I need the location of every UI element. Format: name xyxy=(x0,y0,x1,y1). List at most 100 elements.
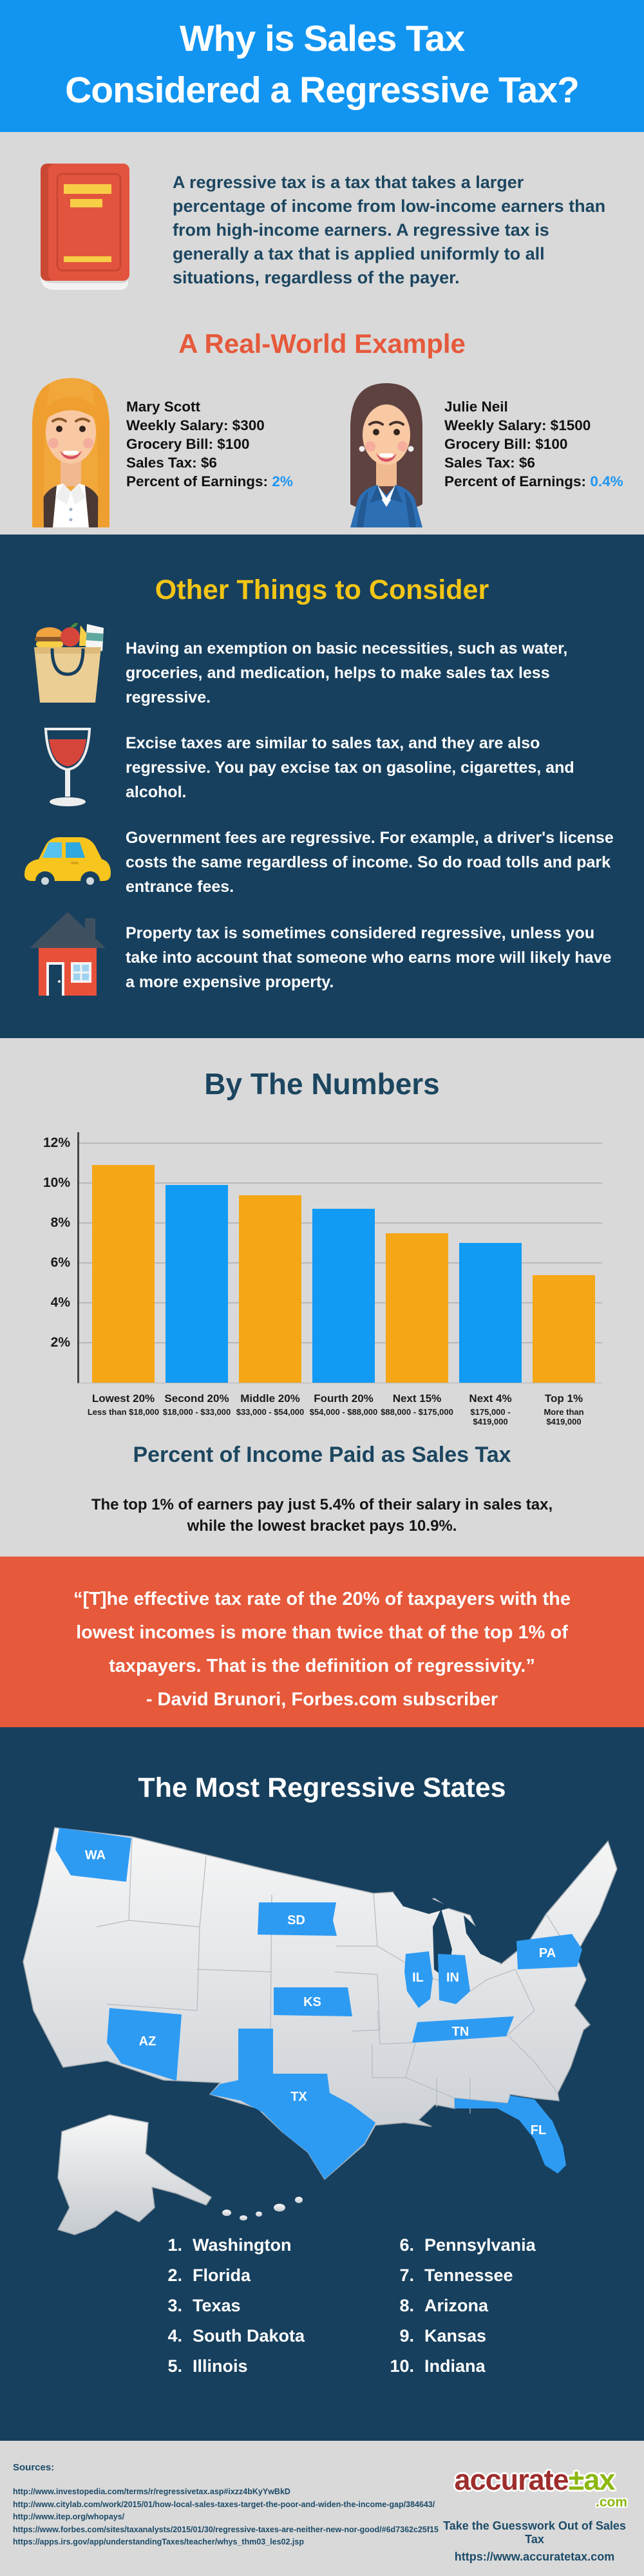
category-name: Middle 20% xyxy=(240,1392,300,1405)
state-rank: 1. xyxy=(167,2235,182,2255)
category-name: Top 1% xyxy=(544,1392,583,1405)
islands xyxy=(222,2197,303,2221)
state-label-in: IN xyxy=(446,1971,459,1985)
state-name: Tennessee xyxy=(424,2266,513,2285)
bar-next-4- xyxy=(459,1243,522,1383)
y-axis-tick-label: 8% xyxy=(50,1215,70,1230)
state-rank: 3. xyxy=(167,2296,182,2315)
state-rank: 6. xyxy=(399,2235,414,2255)
category-income-range: $175,000 - $419,000 xyxy=(470,1407,511,1426)
list-item: 9. Kansas xyxy=(383,2327,609,2345)
category-income-range: Less than $18,000 xyxy=(87,1407,160,1417)
state-arizona xyxy=(107,2008,182,2081)
x-axis-category-label: Lowest 20% Less than $18,000 xyxy=(86,1392,160,1417)
percent-value: 0.4% xyxy=(590,473,623,489)
bar-next-15- xyxy=(386,1233,448,1383)
consider-item-text: Having an exemption on basic necessities… xyxy=(126,639,568,706)
state-label-sd: SD xyxy=(287,1913,305,1927)
category-income-range: $54,000 - $88,000 xyxy=(309,1407,378,1417)
person-grocery: Grocery Bill: $100 xyxy=(444,436,568,452)
state-rank: 2. xyxy=(167,2266,182,2285)
category-income-range: $18,000 - $33,000 xyxy=(162,1407,231,1417)
julie-avatar xyxy=(340,365,433,531)
gridline xyxy=(79,1142,602,1144)
state-name: South Dakota xyxy=(193,2326,305,2345)
percent-label: Percent of Earnings: xyxy=(126,473,269,489)
highlighted-states xyxy=(55,1828,582,2179)
us-map: WA SD PA IL IN KS AZ TX TN FL xyxy=(23,1827,618,2235)
source-url: https://apps.irs.gov/app/understandingTa… xyxy=(13,2537,304,2546)
percent-label: Percent of Earnings: xyxy=(444,473,587,489)
x-axis-category-label: Next 15% $88,000 - $175,000 xyxy=(380,1392,454,1417)
state-rank: 7. xyxy=(399,2266,414,2285)
source-url: http://www.itep.org/whopays/ xyxy=(13,2512,125,2521)
state-label-wa: WA xyxy=(85,1848,106,1862)
x-axis-category-label: Top 1% More than $419,000 xyxy=(527,1392,601,1426)
state-indiana xyxy=(438,1954,470,2004)
person-name: Mary Scott xyxy=(126,399,201,415)
state-borders xyxy=(96,1836,573,2114)
bar-lowest-20- xyxy=(92,1165,155,1383)
states-heading: The Most Regressive States xyxy=(138,1772,506,1803)
quote-section: “[T]he effective tax rate of the 20% of … xyxy=(0,1557,644,1727)
state-rank: 10. xyxy=(390,2356,414,2376)
state-name: Texas xyxy=(193,2296,241,2315)
logo-wordmark: accurate±ax xyxy=(433,2465,636,2495)
state-label-il: IL xyxy=(412,1971,424,1985)
state-name: Arizona xyxy=(424,2296,489,2315)
consider-section: Other Things to Consider Having an exemp… xyxy=(0,535,644,1038)
chart-caption: The top 1% of earners pay just 5.4% of t… xyxy=(0,1494,644,1537)
list-item: 2. Florida xyxy=(151,2266,364,2284)
state-illinois xyxy=(404,1951,433,2008)
x-axis-category-label: Middle 20% $33,000 - $54,000 xyxy=(233,1392,307,1417)
footer-section: Sources: http://www.investopedia.com/ter… xyxy=(0,2441,644,2576)
percent-value: 2% xyxy=(272,473,293,489)
accuratetax-logo: accurate±ax .com Take the Guesswork Out … xyxy=(433,2465,636,2564)
state-south-dakota xyxy=(258,1902,337,1936)
y-axis-tick-label: 12% xyxy=(43,1135,70,1150)
chart-subtitle: Percent of Income Paid as Sales Tax xyxy=(133,1443,511,1467)
wine-glass-icon xyxy=(19,726,116,817)
person-grocery: Grocery Bill: $100 xyxy=(126,436,250,452)
state-rank: 5. xyxy=(167,2356,182,2376)
state-label-pa: PA xyxy=(539,1946,556,1960)
list-item: 4. South Dakota xyxy=(151,2327,364,2345)
house-icon xyxy=(19,908,116,1001)
consider-item-text: Government fees are regressive. For exam… xyxy=(126,829,614,896)
quote-line2: lowest incomes is more than twice that o… xyxy=(76,1622,568,1643)
state-label-tn: TN xyxy=(452,2025,469,2039)
category-name: Fourth 20% xyxy=(314,1392,374,1405)
site-url: https://www.accuratetax.com xyxy=(454,2550,615,2563)
x-axis-category-label: Second 20% $18,000 - $33,000 xyxy=(160,1392,234,1417)
consider-heading: Other Things to Consider xyxy=(155,574,489,605)
lake-huron-erie-shape xyxy=(464,1915,500,1963)
logo-part-accurate: accurate xyxy=(454,2463,569,2496)
state-rank: 4. xyxy=(167,2326,182,2345)
numbers-heading: By The Numbers xyxy=(204,1067,440,1101)
states-list-column1: 1. Washington 2. Florida 3. Texas 4. South D… xyxy=(151,2236,364,2387)
person-salary: Weekly Salary: $1500 xyxy=(444,417,591,433)
person-percent: Percent of Earnings: 0.4% xyxy=(444,472,623,491)
state-name: Washington xyxy=(193,2235,292,2255)
person-name: Julie Neil xyxy=(444,399,508,415)
state-washington xyxy=(55,1828,131,1882)
example-heading: A Real-World Example xyxy=(178,328,466,359)
y-axis-tick-label: 6% xyxy=(50,1255,70,1270)
bar-fourth-20- xyxy=(312,1209,375,1383)
quote-attribution: - David Brunori, Forbes.com subscriber xyxy=(146,1689,498,1710)
numbers-section: By The Numbers 12% 10% 8% 6% 4% 2% Lowest 20% L… xyxy=(0,1038,644,1557)
state-label-ks: KS xyxy=(303,1995,321,2009)
state-name: Pennsylvania xyxy=(424,2235,536,2255)
logo-domain: .com xyxy=(595,2495,627,2510)
list-item: 1. Washington xyxy=(151,2236,364,2254)
list-item: 3. Texas xyxy=(151,2297,364,2315)
page-title: Why is Sales Tax Considered a Regressive… xyxy=(0,0,644,116)
category-name: Next 15% xyxy=(392,1392,442,1405)
consider-item-text: Excise taxes are similar to sales tax, a… xyxy=(126,734,574,801)
state-texas xyxy=(210,2029,375,2179)
mary-info: Mary Scott Weekly Salary: $300 Grocery B… xyxy=(126,397,293,491)
category-income-range: More than $419,000 xyxy=(544,1407,584,1426)
y-axis-tick-label: 10% xyxy=(43,1175,70,1190)
gridline xyxy=(79,1182,602,1184)
